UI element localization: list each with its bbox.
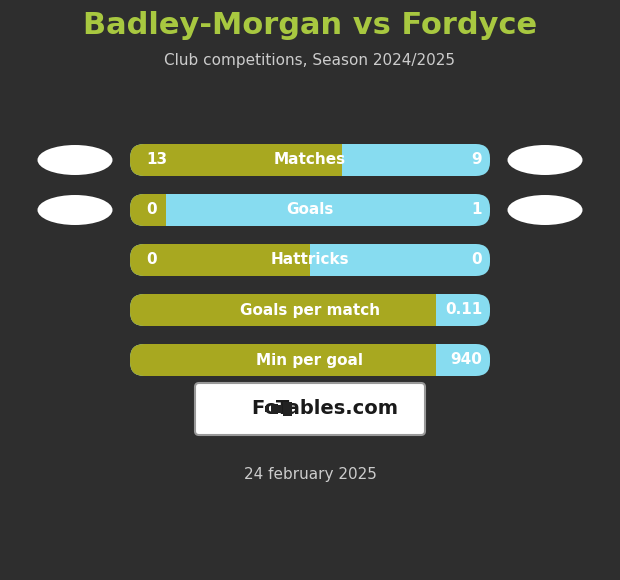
Bar [271,404,278,414]
Ellipse shape [37,195,112,225]
Ellipse shape [508,145,583,175]
Text: Min per goal: Min per goal [257,353,363,368]
FancyBboxPatch shape [130,294,490,326]
FancyBboxPatch shape [195,383,425,435]
Text: 24 february 2025: 24 february 2025 [244,467,376,483]
Bar [283,402,292,416]
Text: Goals per match: Goals per match [240,303,380,317]
Text: 0.11: 0.11 [445,303,482,317]
Ellipse shape [37,145,112,175]
FancyBboxPatch shape [130,344,490,376]
Text: 1: 1 [471,202,482,218]
FancyBboxPatch shape [130,244,490,276]
Text: 940: 940 [450,353,482,368]
Text: 0: 0 [146,202,157,218]
Text: 0: 0 [146,252,157,267]
FancyBboxPatch shape [130,294,490,326]
Bar [265,406,269,412]
FancyBboxPatch shape [130,194,490,226]
Text: 9: 9 [471,153,482,168]
Text: FcTables.com: FcTables.com [252,400,399,419]
Text: Badley-Morgan vs Fordyce: Badley-Morgan vs Fordyce [83,10,537,39]
Text: Hattricks: Hattricks [271,252,349,267]
Ellipse shape [508,195,583,225]
Text: 0: 0 [471,252,482,267]
Bar [277,405,282,413]
FancyBboxPatch shape [130,194,490,226]
Text: Matches: Matches [274,153,346,168]
FancyBboxPatch shape [130,144,490,176]
FancyBboxPatch shape [130,144,490,176]
Text: Goals: Goals [286,202,334,218]
Text: 13: 13 [146,153,167,168]
FancyBboxPatch shape [130,244,490,276]
Text: Club competitions, Season 2024/2025: Club competitions, Season 2024/2025 [164,53,456,67]
FancyBboxPatch shape [130,344,490,376]
